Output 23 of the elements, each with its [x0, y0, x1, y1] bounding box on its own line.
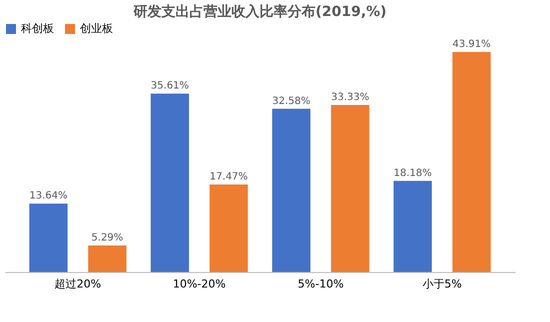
x-tick-label: 10%-20%: [172, 278, 226, 290]
x-tick-label: 小于5%: [422, 278, 462, 290]
chart-title: 研发支出占营业收入比率分布(2019,%): [132, 3, 387, 20]
bar: [394, 180, 432, 272]
bar: [29, 204, 68, 272]
legend-label: 科创板: [21, 22, 54, 35]
bar: [272, 108, 310, 272]
x-tick-label: 超过20%: [54, 278, 102, 290]
bar: [452, 52, 491, 272]
data-label: 32.58%: [272, 96, 310, 107]
data-label: 13.64%: [29, 190, 68, 202]
bar: [150, 94, 189, 272]
data-label: 43.91%: [452, 39, 491, 50]
data-label: 5.29%: [91, 232, 124, 244]
bar: [210, 184, 248, 272]
bar: [88, 245, 126, 272]
legend-label: 创业板: [80, 22, 113, 35]
data-label: 17.47%: [210, 171, 248, 182]
data-label: 35.61%: [150, 80, 189, 92]
bar: [331, 105, 370, 272]
data-label: 33.33%: [331, 92, 370, 104]
x-tick-label: 5%-10%: [298, 278, 344, 290]
data-label: 18.18%: [394, 168, 432, 179]
